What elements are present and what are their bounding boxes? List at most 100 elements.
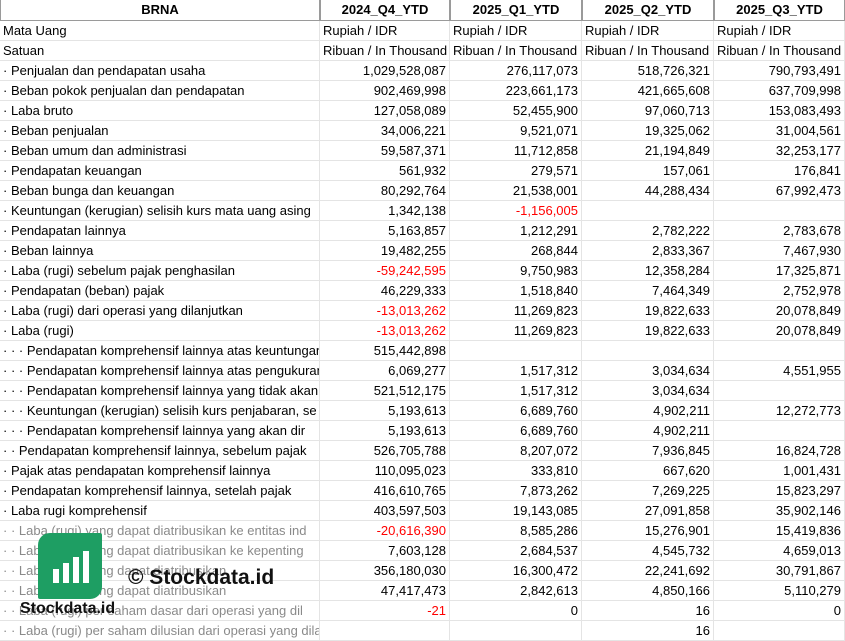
header-cell: 2024_Q4_YTD	[320, 0, 450, 21]
row-label: · Pendapatan komprehensif lainnya, setel…	[0, 481, 320, 501]
value-cell: 1,517,312	[450, 381, 582, 401]
value-cell: -13,013,262	[320, 321, 450, 341]
row-label: · Beban penjualan	[0, 121, 320, 141]
value-cell: 2,782,222	[582, 221, 714, 241]
value-cell: -20,616,390	[320, 521, 450, 541]
value-cell: 7,467,930	[714, 241, 845, 261]
header-cell: 2025_Q3_YTD	[714, 0, 845, 21]
value-cell: 12,358,284	[582, 261, 714, 281]
value-cell: 59,587,371	[320, 141, 450, 161]
value-cell: 2,752,978	[714, 281, 845, 301]
value-cell: 268,844	[450, 241, 582, 261]
value-cell: 333,810	[450, 461, 582, 481]
value-cell: Ribuan / In Thousand	[320, 41, 450, 61]
row-label: · · · Pendapatan komprehensif lainnya at…	[0, 341, 320, 361]
value-cell	[320, 621, 450, 641]
value-cell: 20,078,849	[714, 321, 845, 341]
value-cell: 67,992,473	[714, 181, 845, 201]
row-label: · Keuntungan (kerugian) selisih kurs mat…	[0, 201, 320, 221]
value-cell: 416,610,765	[320, 481, 450, 501]
value-cell: 16,300,472	[450, 561, 582, 581]
row-label: Mata Uang	[0, 21, 320, 41]
value-cell: 421,665,608	[582, 81, 714, 101]
value-cell: 1,342,138	[320, 201, 450, 221]
value-cell: 3,034,634	[582, 361, 714, 381]
row-label: · Beban pokok penjualan dan pendapatan	[0, 81, 320, 101]
value-cell: 12,272,773	[714, 401, 845, 421]
row-label: · Pajak atas pendapatan komprehensif lai…	[0, 461, 320, 481]
value-cell: 356,180,030	[320, 561, 450, 581]
value-cell: -1,156,005	[450, 201, 582, 221]
value-cell: 7,464,349	[582, 281, 714, 301]
row-label: · · · Keuntungan (kerugian) selisih kurs…	[0, 401, 320, 421]
row-label: · Beban umum dan administrasi	[0, 141, 320, 161]
value-cell: 1,518,840	[450, 281, 582, 301]
value-cell: 7,873,262	[450, 481, 582, 501]
value-cell	[714, 621, 845, 641]
row-label: · Pendapatan keuangan	[0, 161, 320, 181]
row-label: · · · Pendapatan komprehensif lainnya ya…	[0, 381, 320, 401]
value-cell	[714, 381, 845, 401]
row-label: · Penjualan dan pendapatan usaha	[0, 61, 320, 81]
value-cell: 110,095,023	[320, 461, 450, 481]
row-label: · · Laba (rugi) per saham dilusian dari …	[0, 621, 320, 641]
value-cell: 561,932	[320, 161, 450, 181]
value-cell: 279,571	[450, 161, 582, 181]
value-cell: 4,659,013	[714, 541, 845, 561]
value-cell: 30,791,867	[714, 561, 845, 581]
value-cell: 5,163,857	[320, 221, 450, 241]
value-cell: 19,822,633	[582, 301, 714, 321]
row-label: · Laba (rugi) sebelum pajak penghasilan	[0, 261, 320, 281]
value-cell: 8,207,072	[450, 441, 582, 461]
value-cell: 11,269,823	[450, 321, 582, 341]
value-cell	[582, 201, 714, 221]
value-cell: 34,006,221	[320, 121, 450, 141]
value-cell: -59,242,595	[320, 261, 450, 281]
value-cell: 5,110,279	[714, 581, 845, 601]
row-label: · · · Pendapatan komprehensif lainnya at…	[0, 361, 320, 381]
value-cell: 0	[450, 601, 582, 621]
value-cell: 637,709,998	[714, 81, 845, 101]
header-cell: BRNA	[0, 0, 320, 21]
value-cell: 15,276,901	[582, 521, 714, 541]
value-cell: 35,902,146	[714, 501, 845, 521]
value-cell	[450, 621, 582, 641]
value-cell: 15,823,297	[714, 481, 845, 501]
row-label: · Pendapatan lainnya	[0, 221, 320, 241]
value-cell: 1,029,528,087	[320, 61, 450, 81]
value-cell: 127,058,089	[320, 101, 450, 121]
value-cell: 518,726,321	[582, 61, 714, 81]
value-cell: 790,793,491	[714, 61, 845, 81]
row-label: · Beban bunga dan keuangan	[0, 181, 320, 201]
value-cell: 2,783,678	[714, 221, 845, 241]
row-label: · · Laba (rugi) per saham dasar dari ope…	[0, 601, 320, 621]
value-cell: 15,419,836	[714, 521, 845, 541]
value-cell: 667,620	[582, 461, 714, 481]
value-cell: 2,833,367	[582, 241, 714, 261]
value-cell: 22,241,692	[582, 561, 714, 581]
value-cell: 3,034,634	[582, 381, 714, 401]
value-cell: 32,253,177	[714, 141, 845, 161]
value-cell: 526,705,788	[320, 441, 450, 461]
row-label: · Laba rugi komprehensif	[0, 501, 320, 521]
value-cell: 4,545,732	[582, 541, 714, 561]
value-cell: 1,001,431	[714, 461, 845, 481]
value-cell: 7,936,845	[582, 441, 714, 461]
value-cell: 902,469,998	[320, 81, 450, 101]
value-cell: Ribuan / In Thousand	[450, 41, 582, 61]
value-cell: -21	[320, 601, 450, 621]
value-cell: Ribuan / In Thousand	[714, 41, 845, 61]
value-cell: 8,585,286	[450, 521, 582, 541]
value-cell: Rupiah / IDR	[714, 21, 845, 41]
value-cell: 0	[714, 601, 845, 621]
header-cell: 2025_Q1_YTD	[450, 0, 582, 21]
row-label: · · · Pendapatan komprehensif lainnya ya…	[0, 421, 320, 441]
row-label: · Laba (rugi)	[0, 321, 320, 341]
value-cell: 4,551,955	[714, 361, 845, 381]
value-cell	[582, 341, 714, 361]
value-cell: 9,750,983	[450, 261, 582, 281]
value-cell: 11,269,823	[450, 301, 582, 321]
value-cell: 11,712,858	[450, 141, 582, 161]
value-cell: Rupiah / IDR	[450, 21, 582, 41]
value-cell	[714, 341, 845, 361]
